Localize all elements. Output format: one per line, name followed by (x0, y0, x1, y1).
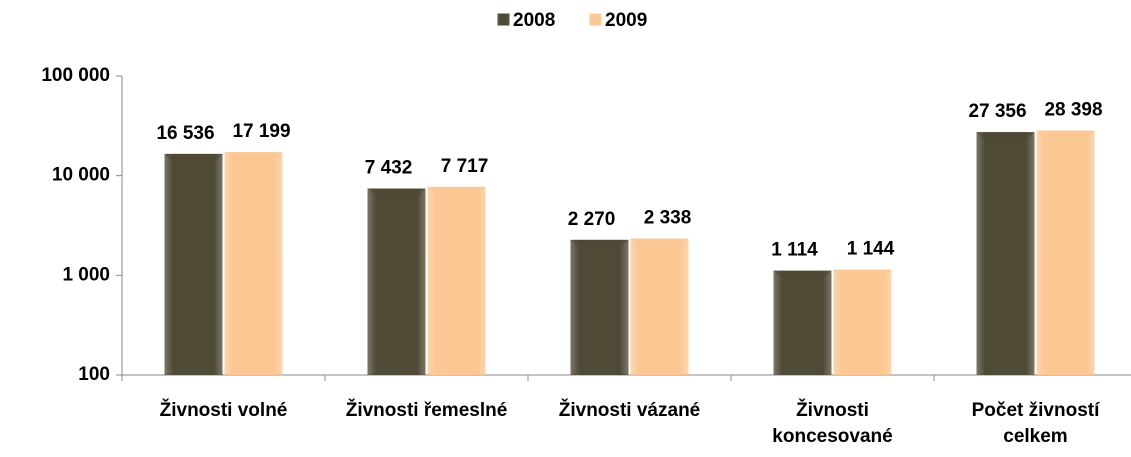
bar-top (427, 186, 486, 193)
bar-top (570, 239, 629, 246)
bar (1036, 130, 1095, 375)
y-tick-label: 100 000 (41, 65, 110, 86)
bar (630, 238, 689, 375)
value-label: 2 338 (644, 208, 692, 229)
bar-top (1036, 130, 1095, 137)
bar (164, 153, 223, 375)
y-tick-label: 1 000 (62, 264, 110, 285)
legend-swatch (589, 13, 602, 26)
x-tick-label: Živnosti řemeslné (345, 400, 508, 421)
bar-top (164, 153, 223, 160)
bar-top (976, 132, 1035, 139)
legend-swatch (497, 13, 510, 26)
x-tick-label: Živnosti vázané (558, 400, 701, 421)
bar-top (630, 238, 689, 245)
bar-top (367, 188, 426, 195)
value-label: 1 114 (771, 240, 818, 261)
value-label: 7 717 (441, 156, 489, 177)
bar (976, 132, 1035, 375)
bar-top (773, 270, 832, 277)
bar (224, 152, 283, 375)
bar-top (833, 269, 892, 276)
bar (570, 239, 629, 375)
legend-label: 2008 (513, 10, 555, 31)
value-label: 7 432 (365, 158, 413, 179)
value-label: 28 398 (1044, 100, 1102, 121)
value-label: 27 356 (968, 101, 1026, 122)
x-tick-label: Živnosti volné (159, 400, 288, 421)
bar-top (224, 152, 283, 159)
value-label: 16 536 (156, 123, 214, 144)
bar (367, 188, 426, 375)
value-label: 1 144 (847, 239, 895, 260)
x-tick-label: Živnosti koncesované (772, 400, 893, 447)
bar (833, 269, 892, 375)
y-tick-label: 100 (78, 364, 110, 385)
x-tick-label: Počet živností celkem (971, 400, 1100, 447)
y-tick-label: 10 000 (52, 165, 110, 186)
bar (773, 270, 832, 375)
value-label: 2 270 (568, 209, 616, 230)
bar (427, 186, 486, 375)
value-label: 17 199 (232, 121, 290, 142)
legend-label: 2009 (605, 10, 647, 31)
